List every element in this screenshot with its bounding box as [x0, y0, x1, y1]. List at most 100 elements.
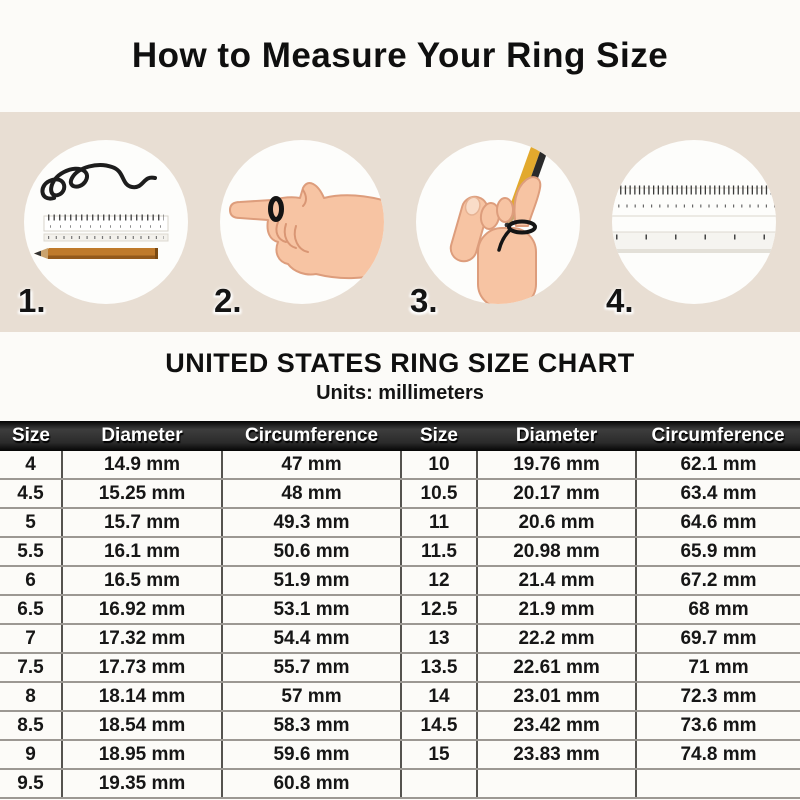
table-cell: 62.1 mm — [636, 451, 800, 480]
page-title: How to Measure Your Ring Size — [131, 36, 669, 75]
table-row: 9.5 19.35 mm 60.8 mm — [0, 769, 800, 799]
table-row: 5.5 16.1 mm 50.6 mm 11.5 20.98 mm 65.9 mm — [0, 537, 800, 567]
table-cell: 63.4 mm — [636, 479, 800, 509]
table-cell — [401, 769, 478, 799]
table-cell: 74.8 mm — [636, 740, 800, 770]
chart-heading: UNITED STATES RING SIZE CHART — [165, 348, 635, 378]
table-cell: 12.5 — [401, 595, 478, 625]
table-row: 6 16.5 mm 51.9 mm 12 21.4 mm 67.2 mm — [0, 566, 800, 596]
table-cell: 4.5 — [0, 479, 63, 509]
table-row: 5 15.7 mm 49.3 mm 11 20.6 mm 64.6 mm — [0, 508, 800, 538]
table-cell: 4 — [0, 451, 63, 480]
table-cell: 14.9 mm — [62, 451, 223, 480]
table-cell — [636, 769, 800, 799]
table-cell: 5 — [0, 508, 63, 538]
table-cell: 73.6 mm — [636, 711, 800, 741]
table-cell: 65.9 mm — [636, 537, 800, 567]
table-cell: 20.6 mm — [477, 508, 637, 538]
table-cell: 13.5 — [401, 653, 478, 683]
table-cell: 22.61 mm — [477, 653, 637, 683]
table-cell: 48 mm — [222, 479, 402, 509]
table-cell: 15 — [401, 740, 478, 770]
column-header: Size — [0, 421, 62, 451]
table-cell: 59.6 mm — [222, 740, 402, 770]
column-header: Size — [401, 421, 477, 451]
table-cell: 20.98 mm — [477, 537, 637, 567]
column-header: Circumference — [222, 421, 401, 451]
ring-size-table-wrap: Size Diameter Circumference Size Diameter Cir… — [0, 421, 800, 799]
hand-pointing-with-ring-icon — [229, 182, 384, 280]
step-2: 2. — [214, 140, 384, 319]
table-cell: 9.5 — [0, 769, 63, 799]
chart-heading-block: UNITED STATES RING SIZE CHART Units: mil… — [0, 348, 800, 405]
table-cell: 67.2 mm — [636, 566, 800, 596]
table-cell: 19.76 mm — [477, 451, 637, 480]
table-cell: 7.5 — [0, 653, 63, 683]
table-cell: 17.73 mm — [62, 653, 223, 683]
table-row: 6.5 16.92 mm 53.1 mm 12.5 21.9 mm 68 mm — [0, 595, 800, 625]
table-cell: 16.92 mm — [62, 595, 223, 625]
column-header: Circumference — [636, 421, 800, 451]
step-circle — [220, 140, 384, 304]
table-cell: 14 — [401, 682, 478, 712]
chart-units-label: Units: millimeters — [316, 382, 484, 404]
step-3: 3. — [410, 140, 580, 319]
table-cell: 5.5 — [0, 537, 63, 567]
table-cell: 12 — [401, 566, 478, 596]
table-cell: 20.17 mm — [477, 479, 637, 509]
step-number: 1. — [18, 282, 46, 319]
table-row: 7.5 17.73 mm 55.7 mm 13.5 22.61 mm 71 mm — [0, 653, 800, 683]
table-cell: 18.14 mm — [62, 682, 223, 712]
table-cell: 10 — [401, 451, 478, 480]
steps-band: 1. 2. — [0, 112, 800, 332]
table-body: 4 14.9 mm 47 mm 10 19.76 mm 62.1 mm 4.5 15.25 m… — [0, 451, 800, 799]
table-cell: 60.8 mm — [222, 769, 402, 799]
column-header: Diameter — [477, 421, 636, 451]
table-cell: 16.5 mm — [62, 566, 223, 596]
table-cell: 23.83 mm — [477, 740, 637, 770]
table-row: 7 17.32 mm 54.4 mm 13 22.2 mm 69.7 mm — [0, 624, 800, 654]
table-cell: 11.5 — [401, 537, 478, 567]
table-header-row: Size Diameter Circumference Size Diameter Cir… — [0, 421, 800, 451]
table-cell: 49.3 mm — [222, 508, 402, 538]
table-cell: 19.35 mm — [62, 769, 223, 799]
table-cell: 53.1 mm — [222, 595, 402, 625]
table-cell: 21.4 mm — [477, 566, 637, 596]
table-cell: 22.2 mm — [477, 624, 637, 654]
string-ruler-pencil-icon — [34, 163, 169, 259]
table-cell: 14.5 — [401, 711, 478, 741]
table-cell: 6 — [0, 566, 63, 596]
ruler-and-tape-icon — [612, 185, 776, 253]
table-cell: 10.5 — [401, 479, 478, 509]
table-cell: 6.5 — [0, 595, 63, 625]
step-circle — [612, 140, 776, 304]
table-cell: 21.9 mm — [477, 595, 637, 625]
step-4: 4. — [606, 140, 776, 319]
table-row: 4.5 15.25 mm 48 mm 10.5 20.17 mm 63.4 mm — [0, 479, 800, 509]
table-cell: 13 — [401, 624, 478, 654]
step-number: 3. — [410, 282, 438, 319]
table-cell: 55.7 mm — [222, 653, 402, 683]
step-circle — [24, 140, 188, 304]
table-cell: 51.9 mm — [222, 566, 402, 596]
table-cell: 18.95 mm — [62, 740, 223, 770]
table-row: 8 18.14 mm 57 mm 14 23.01 mm 72.3 mm — [0, 682, 800, 712]
table-row: 8.5 18.54 mm 58.3 mm 14.5 23.42 mm 73.6 mm — [0, 711, 800, 741]
hand-string-pencil-mark-icon — [449, 144, 547, 304]
table-cell: 68 mm — [636, 595, 800, 625]
table-cell: 8 — [0, 682, 63, 712]
table-cell: 50.6 mm — [222, 537, 402, 567]
table-row: 4 14.9 mm 47 mm 10 19.76 mm 62.1 mm — [0, 451, 800, 480]
table-cell: 72.3 mm — [636, 682, 800, 712]
table-cell: 58.3 mm — [222, 711, 402, 741]
table-row: 9 18.95 mm 59.6 mm 15 23.83 mm 74.8 mm — [0, 740, 800, 770]
table-cell — [477, 769, 637, 799]
table-cell: 16.1 mm — [62, 537, 223, 567]
table-cell: 23.42 mm — [477, 711, 637, 741]
step-number: 4. — [606, 282, 634, 319]
step-number: 2. — [214, 282, 242, 319]
table-cell: 23.01 mm — [477, 682, 637, 712]
table-cell: 57 mm — [222, 682, 402, 712]
step-1: 1. — [18, 140, 188, 319]
